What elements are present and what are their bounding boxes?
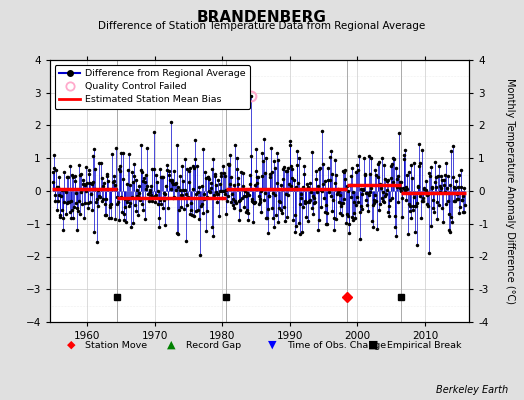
Text: Berkeley Earth: Berkeley Earth <box>436 385 508 395</box>
Text: BRANDENBERG: BRANDENBERG <box>197 10 327 25</box>
Text: ▼: ▼ <box>268 340 276 350</box>
Text: Difference of Station Temperature Data from Regional Average: Difference of Station Temperature Data f… <box>99 21 425 31</box>
Text: Empirical Break: Empirical Break <box>387 340 462 350</box>
Text: ▲: ▲ <box>167 340 176 350</box>
Legend: Difference from Regional Average, Quality Control Failed, Estimated Station Mean: Difference from Regional Average, Qualit… <box>54 65 250 109</box>
Text: Time of Obs. Change: Time of Obs. Change <box>287 340 386 350</box>
Text: ■: ■ <box>368 340 379 350</box>
Text: Record Gap: Record Gap <box>186 340 241 350</box>
Y-axis label: Monthly Temperature Anomaly Difference (°C): Monthly Temperature Anomaly Difference (… <box>505 78 515 304</box>
Text: Station Move: Station Move <box>85 340 148 350</box>
Text: ◆: ◆ <box>67 340 75 350</box>
